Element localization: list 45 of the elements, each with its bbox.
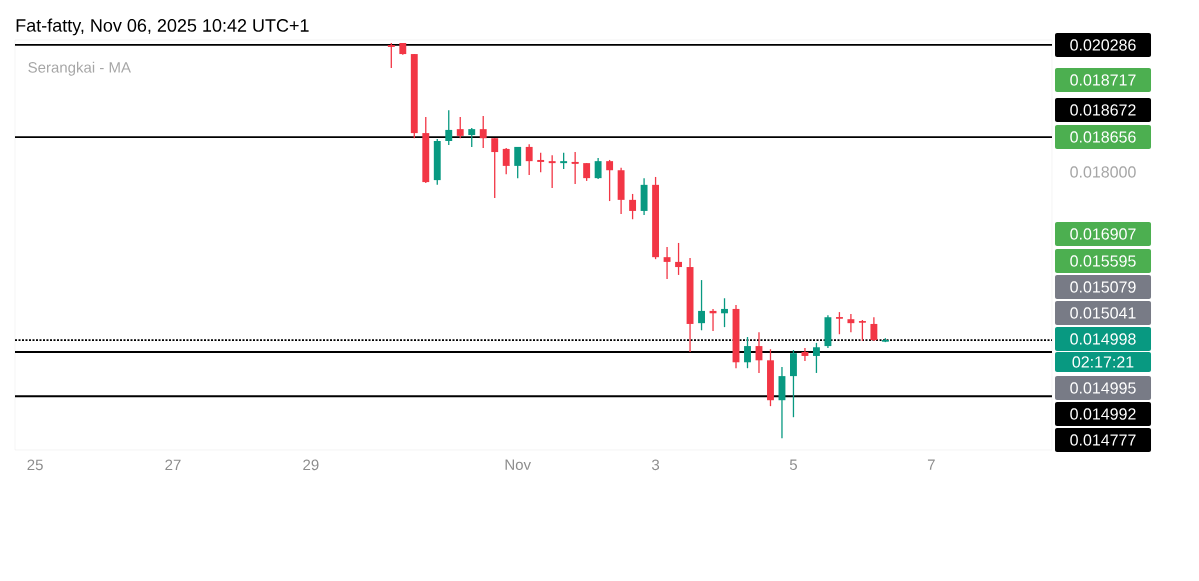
candlestick	[479, 115, 487, 149]
text: 0.015079	[1070, 281, 1136, 293]
text: 0.018672	[1070, 104, 1136, 116]
candlestick	[812, 342, 820, 374]
x-tick-label: 25	[27, 459, 43, 471]
candlestick	[629, 193, 637, 220]
text: 0.015041	[1070, 307, 1136, 319]
text: 0.014777	[1070, 434, 1136, 446]
text: 0.018000	[1070, 166, 1136, 178]
candlestick	[514, 146, 522, 179]
x-tick-label: 3	[651, 459, 660, 471]
candlestick	[548, 154, 556, 189]
text: 0.014995	[1070, 382, 1136, 394]
candlestick	[698, 279, 705, 331]
text: 0.018656	[1070, 131, 1136, 143]
candlestick	[675, 242, 683, 276]
text: 0.018717	[1070, 74, 1136, 86]
x-tick-label: 5	[789, 459, 797, 470]
text: 0.020286	[1070, 39, 1136, 51]
candlestick	[663, 246, 671, 280]
x-tick-label: 7	[927, 459, 935, 470]
candlestick	[790, 349, 797, 418]
candlestick	[468, 127, 476, 148]
candlestick	[744, 336, 751, 369]
text: Serangkai - MA	[28, 61, 131, 76]
x-tick-label: 29	[303, 459, 319, 471]
candlestick	[537, 152, 545, 173]
x-tick-label: 27	[165, 459, 181, 471]
candlestick	[456, 116, 464, 139]
text: 0.015595	[1070, 255, 1136, 267]
text: 0.014998	[1070, 333, 1136, 345]
text: 0.014992	[1070, 408, 1136, 420]
chart-title: Fat-fatty, Nov 06, 2025 10:42 UTC+1	[16, 18, 309, 36]
candlestick	[606, 159, 614, 202]
x-tick-label: Nov	[505, 459, 531, 470]
text: 02:17:21	[1072, 356, 1134, 368]
candlestick	[445, 109, 453, 146]
candlestick	[491, 137, 499, 199]
candlestick	[870, 316, 878, 342]
candlestick	[594, 157, 602, 180]
candlestick	[847, 313, 855, 333]
text: 0.016907	[1070, 228, 1136, 240]
candlestick	[502, 147, 510, 175]
candlestick	[525, 143, 533, 176]
candlestick	[721, 297, 728, 328]
